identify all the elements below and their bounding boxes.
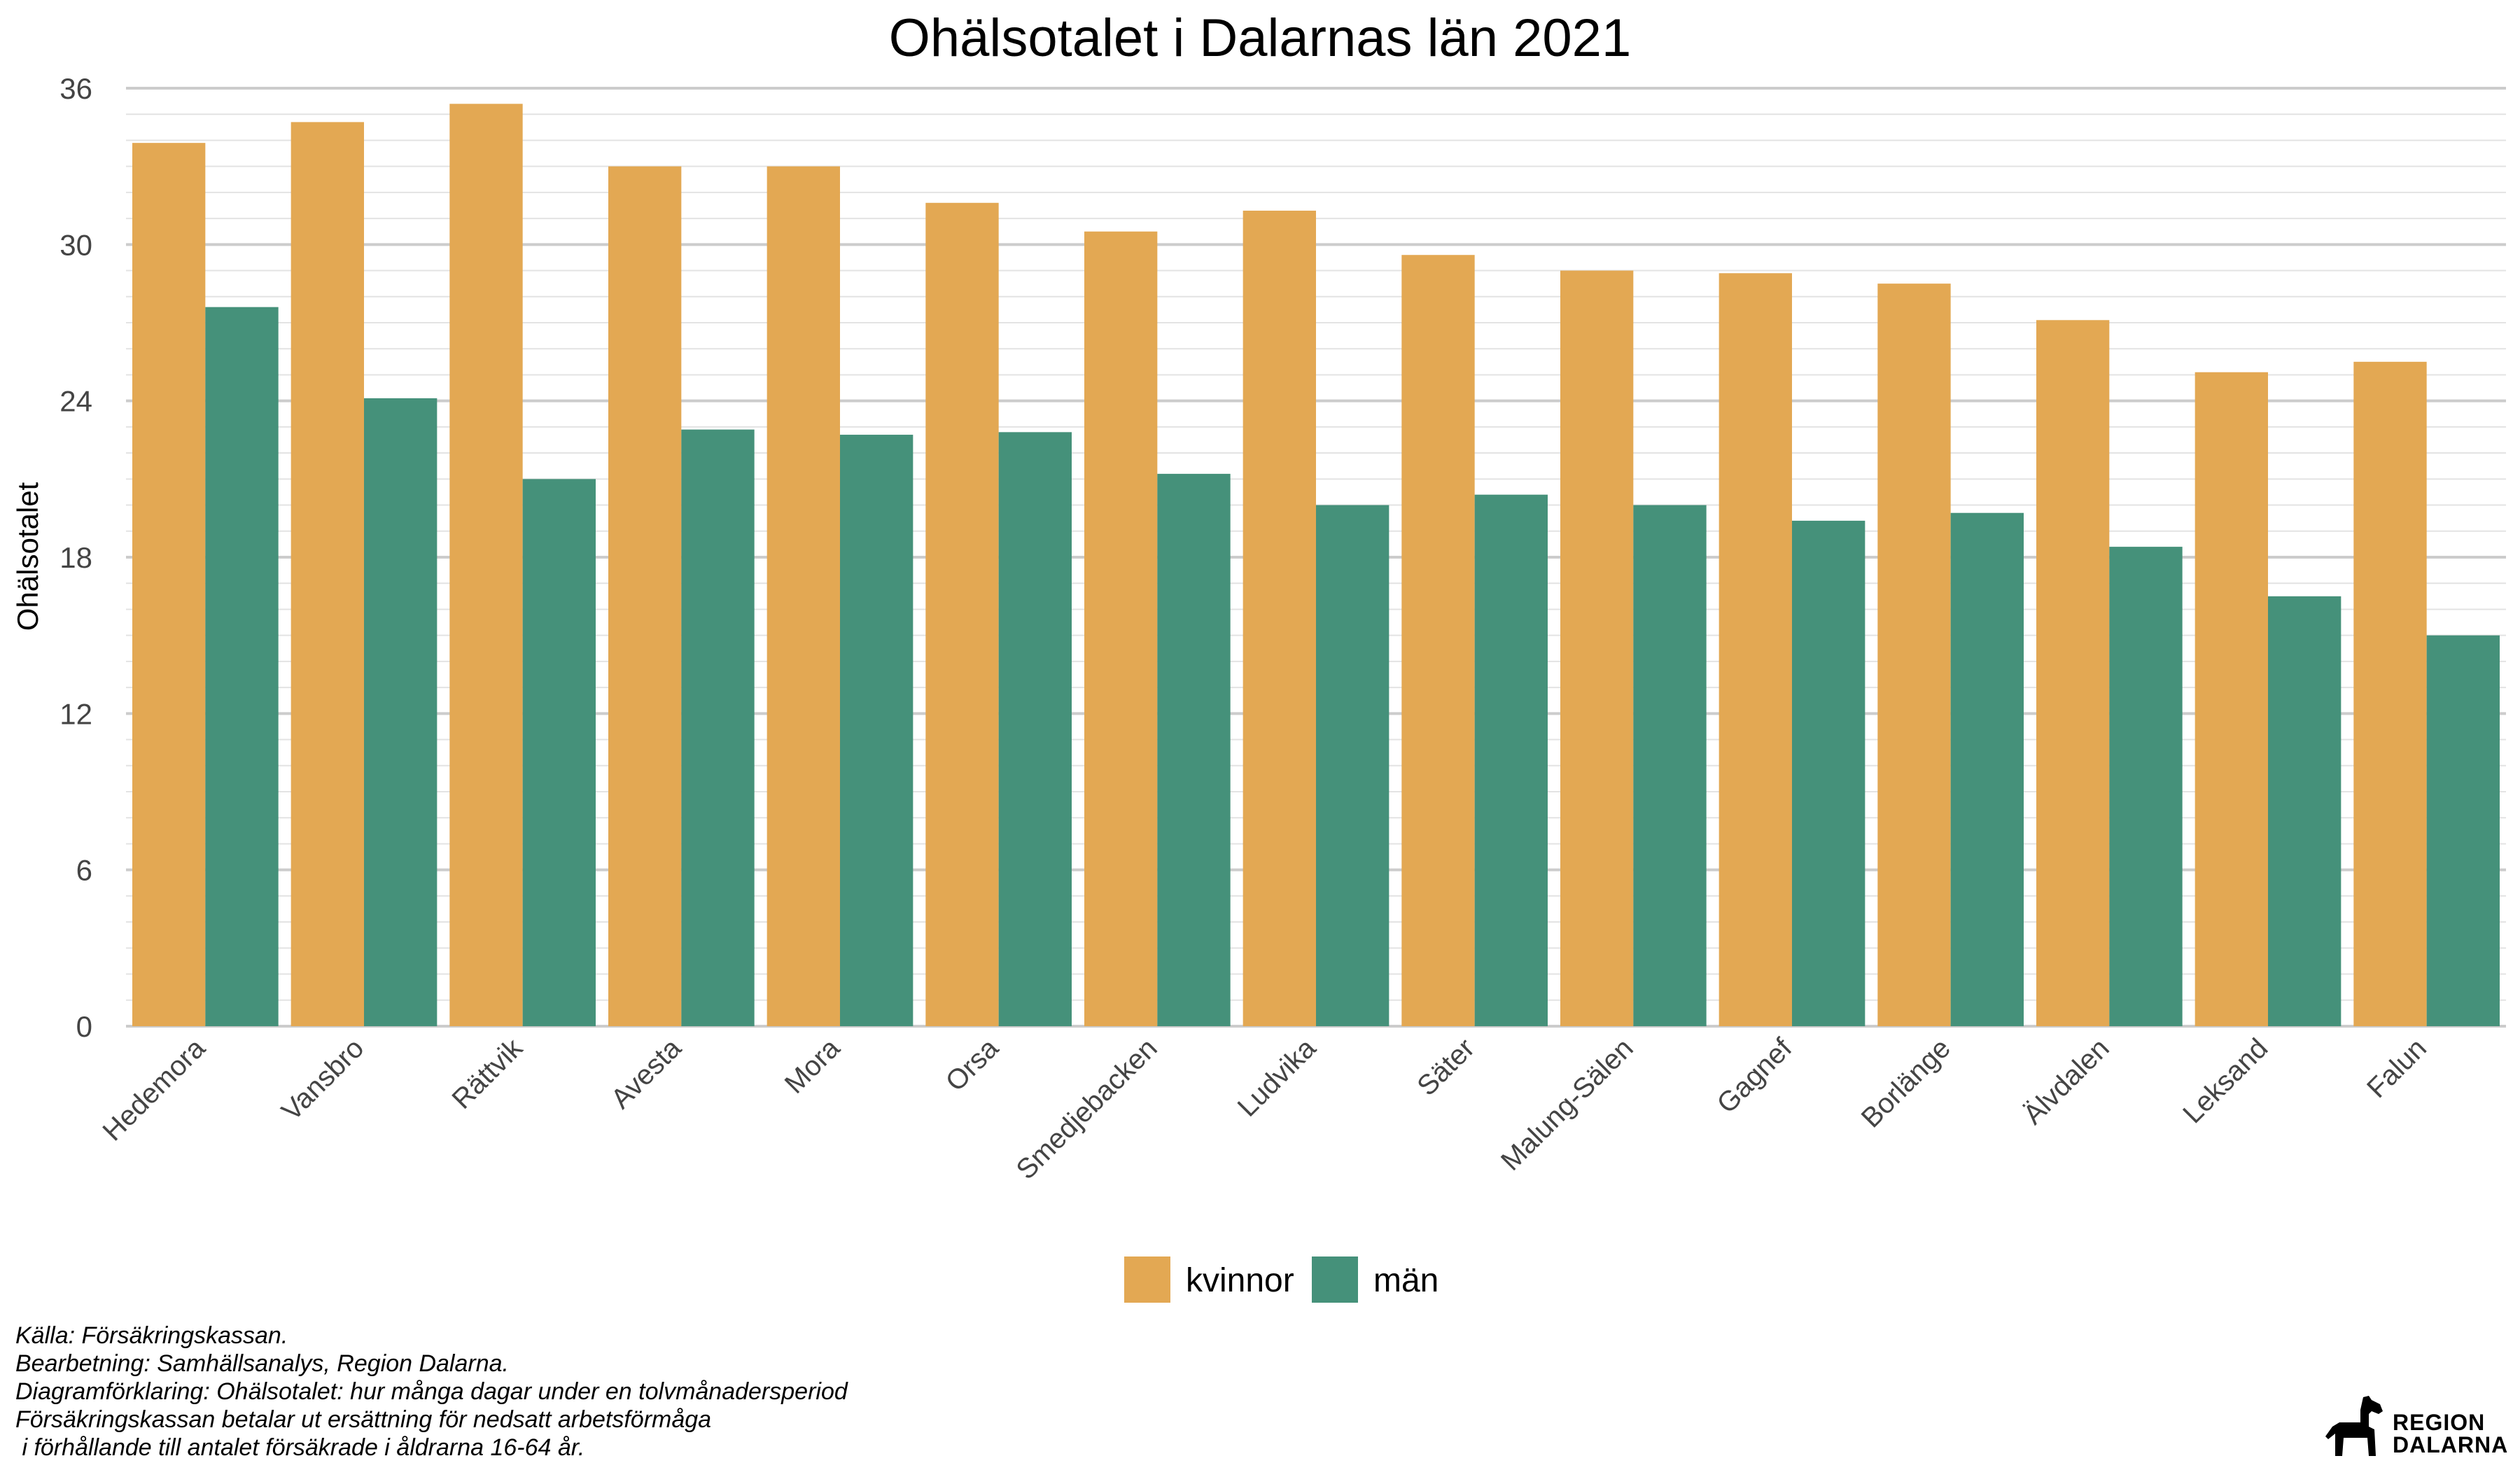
caption-line-explanation-3: i förhållande till antalet försäkrade i … xyxy=(15,1434,585,1461)
chart-title: Ohälsotalet i Dalarnas län 2021 xyxy=(889,8,1631,68)
bar-kvinnor xyxy=(1560,270,1634,1026)
bar-män xyxy=(1950,512,2024,1026)
bar-män xyxy=(840,435,913,1026)
x-tick-label: Älvdalen xyxy=(2017,1032,2115,1130)
bar-kvinnor xyxy=(1084,231,1158,1027)
bar-kvinnor xyxy=(2036,320,2110,1026)
caption-line-processing: Bearbetning: Samhällsanalys, Region Dala… xyxy=(15,1350,509,1377)
bar-män xyxy=(681,429,755,1026)
legend-swatch-män xyxy=(1312,1256,1358,1303)
bar-kvinnor xyxy=(449,104,523,1026)
y-axis: 0 6 12 18 24 30 36 xyxy=(59,72,92,1043)
bar-kvinnor xyxy=(132,143,206,1027)
bar-män xyxy=(998,432,1072,1026)
x-tick-label: Avesta xyxy=(606,1032,688,1115)
y-tick-label: 30 xyxy=(59,228,92,261)
y-tick-label: 36 xyxy=(59,72,92,105)
legend-label-kvinnor: kvinnor xyxy=(1186,1262,1294,1299)
x-tick-label: Säter xyxy=(1411,1032,1480,1102)
legend-label-män: män xyxy=(1373,1262,1438,1299)
y-tick-label: 12 xyxy=(59,697,92,730)
bar-män xyxy=(1474,494,1548,1026)
bar-kvinnor xyxy=(925,202,999,1026)
x-tick-label: Smedjebacken xyxy=(1010,1032,1163,1185)
x-tick-label: Mora xyxy=(779,1032,846,1100)
bar-kvinnor xyxy=(2353,361,2427,1026)
y-tick-label: 18 xyxy=(59,541,92,574)
bars xyxy=(132,104,2500,1027)
legend-swatch-kvinnor xyxy=(1124,1256,1170,1303)
logo-line-1: REGION xyxy=(2393,1410,2486,1435)
caption-line-explanation: Diagramförklaring: Ohälsotalet: hur mång… xyxy=(15,1378,848,1405)
bar-män xyxy=(1316,505,1390,1026)
bar-män xyxy=(1633,505,1707,1026)
bar-kvinnor xyxy=(2194,372,2268,1026)
x-axis: Hedemora Vansbro Rättvik Avesta Mora Orsa Smed… xyxy=(97,1032,2433,1186)
y-tick-label: 6 xyxy=(76,854,92,887)
bar-kvinnor xyxy=(290,122,364,1026)
dala-horse-icon xyxy=(2325,1396,2383,1456)
x-tick-label: Rättvik xyxy=(446,1032,528,1115)
region-dalarna-logo: REGION DALARNA xyxy=(2323,1393,2512,1463)
y-axis-label: Ohälsotalet xyxy=(11,482,44,631)
bar-kvinnor xyxy=(766,166,840,1027)
bar-män xyxy=(2268,596,2342,1026)
x-tick-label: Ludvika xyxy=(1232,1032,1322,1123)
logo-text: REGION DALARNA xyxy=(2393,1411,2508,1456)
bar-män xyxy=(2109,547,2183,1026)
bar-män xyxy=(1157,473,1231,1026)
logo-line-2: DALARNA xyxy=(2393,1432,2509,1457)
caption-line-source: Källa: Försäkringskassan. xyxy=(15,1322,288,1349)
bar-män xyxy=(364,398,438,1026)
x-tick-label: Malung-Sälen xyxy=(1495,1032,1639,1177)
bar-kvinnor xyxy=(1242,210,1316,1026)
caption-line-explanation-2: Försäkringskassan betalar ut ersättning … xyxy=(15,1406,712,1433)
x-tick-label: Hedemora xyxy=(97,1032,212,1147)
bar-kvinnor xyxy=(608,166,682,1027)
bar-män xyxy=(1792,520,1865,1026)
bar-kvinnor xyxy=(1877,284,1951,1027)
legend: kvinnor män xyxy=(1124,1256,1438,1303)
bar-män xyxy=(2426,635,2500,1026)
x-tick-label: Borlänge xyxy=(1856,1032,1956,1133)
bar-kvinnor xyxy=(1401,255,1475,1027)
x-tick-label: Leksand xyxy=(2177,1032,2274,1129)
y-tick-label: 24 xyxy=(59,385,92,418)
bar-män xyxy=(522,479,596,1026)
caption: Källa: Försäkringskassan. Bearbetning: S… xyxy=(15,1322,848,1462)
y-tick-label: 0 xyxy=(76,1010,92,1043)
x-tick-label: Orsa xyxy=(940,1032,1005,1098)
bar-kvinnor xyxy=(1718,273,1792,1026)
bar-män xyxy=(205,307,279,1027)
x-tick-label: Gagnef xyxy=(1711,1032,1798,1120)
x-tick-label: Falun xyxy=(2361,1032,2432,1104)
x-tick-label: Vansbro xyxy=(276,1032,370,1126)
